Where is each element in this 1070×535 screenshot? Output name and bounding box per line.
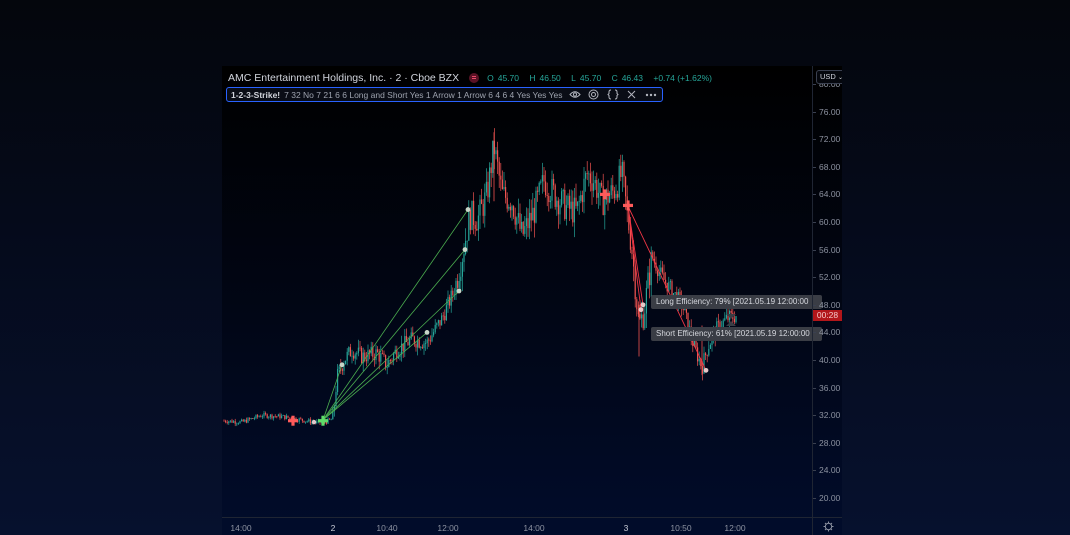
symbol-title[interactable]: AMC Entertainment Holdings, Inc. · 2 · C…: [228, 72, 460, 84]
price-tick-mark: [813, 249, 816, 251]
price-tick-mark: [813, 84, 816, 85]
time-tick-label: 12:00: [437, 523, 459, 533]
price-tick-label: 80.00: [819, 79, 841, 89]
price-tick-mark: [813, 277, 816, 279]
indicator-name[interactable]: 1-2-3-Strike!: [231, 89, 281, 100]
time-tick-label: 3: [623, 523, 629, 533]
low-label: L: [571, 73, 576, 83]
time-tick-label: 12:00: [724, 523, 746, 533]
price-tick-label: 60.00: [819, 217, 841, 227]
price-tick-mark: [813, 111, 816, 113]
indicator-params: 7 32 No 7 21 6 6 Long and Short Yes 1 Ar…: [284, 89, 563, 100]
open-label: O: [487, 73, 494, 83]
open-value: 45.70: [497, 73, 519, 83]
low-value: 45.70: [579, 73, 602, 83]
ohlc-values: O 45.70 H 46.50 L 45.70 C 46.43 +0.74 (+1.62…: [487, 73, 716, 83]
currency-label: USD: [820, 72, 836, 81]
time-tick-label: 10:40: [376, 523, 398, 533]
short-efficiency-pointer: [726, 321, 736, 326]
price-plot[interactable]: [222, 66, 812, 517]
price-tick-mark: [813, 304, 816, 306]
time-axis[interactable]: 14:00 2 10:40 12:00 14:00 3 10:50 12:00: [222, 517, 842, 535]
chevron-down-icon: ⌄: [837, 75, 842, 81]
time-tick-label: 14:00: [230, 523, 252, 533]
price-tick-label: 44.00: [819, 327, 841, 338]
price-tick-label: 56.00: [819, 244, 841, 255]
indicator-legend[interactable]: 1-2-3-Strike! 7 32 No 7 21 6 6 Long and …: [226, 87, 663, 102]
price-tick-mark: [813, 222, 816, 223]
gear-icon: [823, 521, 833, 531]
price-tick-label: 64.00: [819, 189, 841, 200]
price-axis[interactable]: 80.00 76.00 72.00 68.00 64.00 60.00 56.00 52.00…: [812, 66, 842, 517]
price-tick-label: 36.00: [819, 382, 841, 393]
price-tick-mark: [813, 166, 816, 168]
time-tick-label: 10:50: [670, 523, 692, 533]
short-efficiency-label: Short Efficiency: 61% [2021.05.19 12:00:…: [651, 327, 822, 341]
price-tick-mark: [813, 387, 816, 389]
time-tick-label: 14:00: [523, 523, 545, 533]
price-tick-mark: [813, 360, 816, 361]
current-price-countdown: 00:28: [813, 310, 842, 321]
long-efficiency-label: Long Efficiency: 79% [2021.05.19 12:00:0…: [651, 295, 822, 309]
price-tick-mark: [813, 442, 816, 444]
price-tick-label: 28.00: [819, 437, 841, 448]
close-value: 46.43: [621, 73, 643, 83]
change-value: +0.74 (+1.62%): [653, 73, 712, 83]
chart-panel[interactable]: AMC Entertainment Holdings, Inc. · 2 · C…: [222, 66, 842, 535]
close-icon[interactable]: [625, 89, 639, 100]
currency-selector[interactable]: USD ⌄: [816, 70, 842, 84]
price-tick-label: 76.00: [819, 106, 841, 117]
price-tick-label: 32.00: [819, 410, 841, 421]
price-tick-label: 20.00: [819, 493, 841, 503]
price-tick-mark: [813, 332, 816, 334]
exchange-status-icon[interactable]: [469, 73, 480, 83]
price-tick-label: 68.00: [819, 161, 841, 172]
high-value: 46.50: [539, 73, 561, 83]
more-icon[interactable]: [644, 89, 658, 100]
settings-icon[interactable]: [587, 89, 601, 100]
time-tick-label: 2: [330, 523, 336, 533]
price-tick-label: 48.00: [819, 299, 841, 310]
price-tick-mark: [813, 498, 816, 499]
price-tick-mark: [813, 470, 816, 472]
chart-settings-button[interactable]: [812, 517, 842, 535]
high-label: H: [529, 73, 536, 83]
source-code-icon[interactable]: [606, 89, 620, 100]
symbol-header: AMC Entertainment Holdings, Inc. · 2 · C…: [228, 71, 716, 85]
price-tick-label: 72.00: [819, 134, 841, 145]
price-tick-mark: [813, 139, 816, 141]
long-efficiency-pointer: [726, 314, 736, 319]
close-label: C: [611, 73, 618, 83]
price-tick-mark: [813, 415, 816, 417]
price-tick-mark: [813, 194, 816, 196]
price-tick-label: 40.00: [819, 355, 841, 365]
price-tick-label: 52.00: [819, 272, 841, 283]
price-tick-label: 24.00: [819, 465, 841, 476]
eye-icon[interactable]: [568, 89, 582, 100]
